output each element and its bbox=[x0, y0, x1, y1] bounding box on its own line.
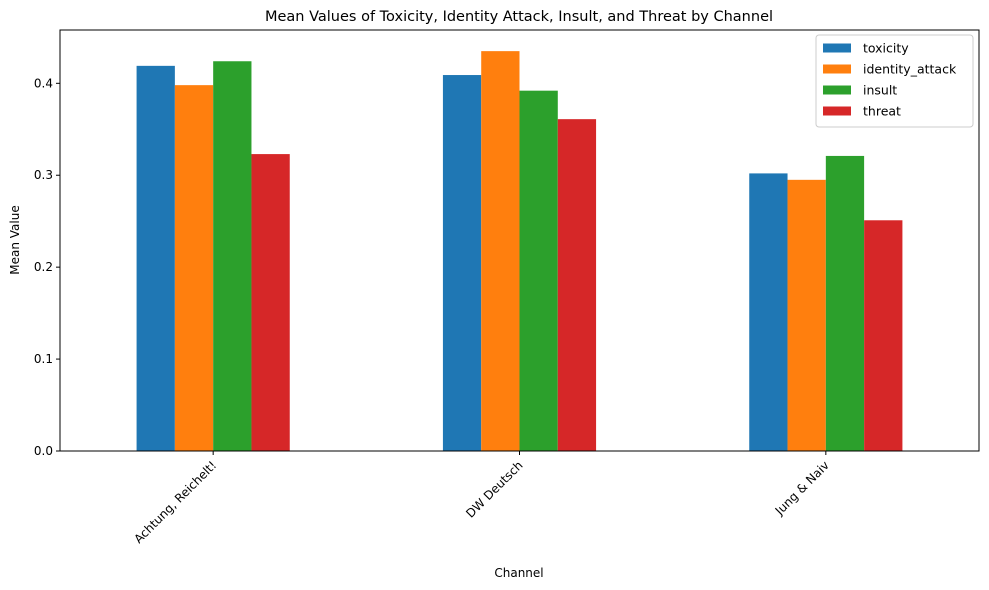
x-tick-label: Achtung, Reichelt! bbox=[131, 458, 219, 546]
bar-threat-0 bbox=[251, 154, 290, 451]
legend-label-identity_attack: identity_attack bbox=[863, 62, 957, 77]
bar-threat-1 bbox=[557, 119, 597, 451]
y-axis-label: Mean Value bbox=[8, 205, 22, 274]
chart-title: Mean Values of Toxicity, Identity Attack… bbox=[265, 9, 773, 25]
bar-identity_attack-0 bbox=[174, 85, 214, 452]
legend-swatch-insult bbox=[823, 85, 851, 95]
x-axis: Achtung, Reichelt! DW Deutsch Jung & Naiv bbox=[131, 451, 832, 546]
legend-swatch-threat bbox=[823, 106, 851, 116]
bars-group bbox=[136, 51, 903, 452]
y-tick-label: 0.0 bbox=[34, 444, 53, 458]
x-tick-label: Jung & Naiv bbox=[772, 458, 832, 518]
y-tick-label: 0.4 bbox=[34, 76, 53, 90]
bar-toxicity-0 bbox=[136, 65, 175, 451]
legend-swatch-toxicity bbox=[823, 43, 851, 53]
y-tick-label: 0.3 bbox=[34, 168, 53, 182]
y-axis: 0.0 0.1 0.2 0.3 0.4 bbox=[34, 76, 60, 458]
bar-identity_attack-1 bbox=[481, 51, 520, 451]
legend-frame bbox=[815, 34, 974, 128]
x-tick-label: DW Deutsch bbox=[463, 458, 525, 520]
y-tick-label: 0.2 bbox=[34, 260, 53, 274]
legend-label-toxicity: toxicity bbox=[863, 41, 909, 56]
bar-toxicity-1 bbox=[442, 75, 482, 451]
legend-label-threat: threat bbox=[863, 104, 901, 119]
bar-insult-0 bbox=[213, 61, 252, 451]
legend-label-insult: insult bbox=[863, 83, 897, 98]
bar-insult-1 bbox=[519, 90, 558, 452]
x-axis-label: Channel bbox=[494, 566, 543, 580]
bar-identity_attack-2 bbox=[787, 179, 826, 451]
bar-threat-2 bbox=[864, 220, 903, 451]
bar-toxicity-2 bbox=[749, 173, 788, 451]
y-tick-label: 0.1 bbox=[34, 352, 53, 366]
legend-swatch-identity_attack bbox=[823, 64, 851, 74]
bar-insult-2 bbox=[825, 155, 865, 451]
